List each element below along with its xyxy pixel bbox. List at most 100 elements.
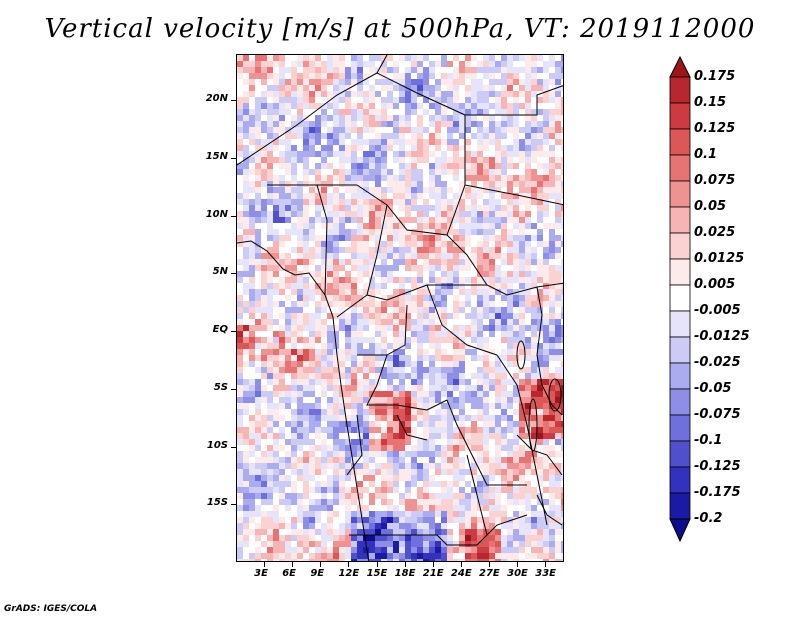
lon-tick <box>376 562 378 567</box>
country-border <box>346 414 363 476</box>
country-border <box>356 184 448 236</box>
colorbar-level-label: -0.175 <box>694 485 741 500</box>
colorbar-segment <box>669 102 691 130</box>
colorbar-level-label: 0.05 <box>694 199 727 214</box>
country-border <box>336 204 388 318</box>
colorbar-segment <box>669 388 691 416</box>
credit-text: GrADS: IGES/COLA <box>4 604 98 614</box>
country-border <box>316 184 328 296</box>
lat-tick-label: 20N <box>205 93 228 105</box>
lat-tick-label: 5S <box>213 381 228 393</box>
lat-tick-label: 10N <box>205 208 228 220</box>
lon-tick-label: 33E <box>535 568 556 579</box>
lat-tick <box>231 100 236 102</box>
lon-tick-label: 6E <box>282 568 297 579</box>
lon-tick <box>292 562 294 567</box>
colorbar-segment <box>669 232 691 260</box>
colorbar-level-label: -0.075 <box>694 407 741 422</box>
colorbar-level-label: -0.0125 <box>694 329 750 344</box>
lon-tick-label: 3E <box>254 568 268 579</box>
lat-tick <box>231 157 236 159</box>
velocity-field <box>237 55 563 561</box>
country-border <box>536 286 543 386</box>
colorbar-level-label: 0.075 <box>694 173 736 188</box>
colorbar-segment <box>669 206 691 234</box>
colorbar-level-label: -0.2 <box>694 511 723 526</box>
lat-tick <box>231 388 236 390</box>
lon-tick-label: 30E <box>507 568 528 579</box>
country-border <box>357 304 408 356</box>
colorbar-level-label: -0.05 <box>694 381 732 396</box>
country-border <box>237 55 388 166</box>
colorbar-segment <box>669 76 691 104</box>
lake-outline <box>528 398 538 452</box>
colorbar-level-label: 0.0125 <box>694 251 745 266</box>
colorbar-level-label: 0.005 <box>694 277 736 292</box>
country-border <box>446 234 563 296</box>
colorbar-segment <box>669 440 691 468</box>
lat-tick-label: EQ <box>212 324 228 336</box>
lon-tick <box>348 562 350 567</box>
colorbar-segment <box>669 258 691 286</box>
lon-tick <box>460 562 462 567</box>
lat-tick <box>231 215 236 217</box>
colorbar-level-label: -0.125 <box>694 459 741 474</box>
chart-title: Vertical velocity [m/s] at 500hPa, VT: 2… <box>44 14 756 44</box>
lat-tick <box>231 331 236 333</box>
lat-tick-label: 15S <box>206 497 228 509</box>
country-border <box>396 414 428 441</box>
lon-tick-label: 21E <box>422 568 444 579</box>
country-border <box>536 494 563 526</box>
lat-tick-label: 5N <box>212 266 228 278</box>
lat-tick <box>231 504 236 506</box>
map-panel <box>236 54 564 562</box>
lon-tick <box>517 562 519 567</box>
lon-tick-label: 12E <box>338 568 360 579</box>
lat-tick <box>231 446 236 448</box>
lon-tick <box>432 562 434 567</box>
country-border <box>516 434 563 476</box>
lon-tick <box>404 562 406 567</box>
colorbar-segment <box>669 362 691 390</box>
country-border <box>349 514 528 546</box>
lon-tick <box>489 562 491 567</box>
lon-tick <box>320 562 322 567</box>
lon-tick-label: 24E <box>450 568 472 579</box>
lon-tick-label: 15E <box>366 568 388 579</box>
colorbar-segment <box>669 284 691 312</box>
colorbar-level-label: 0.025 <box>694 225 736 240</box>
colorbar-segment <box>669 466 691 494</box>
lat-tick <box>231 273 236 275</box>
colorbar-segment <box>669 154 691 182</box>
colorbar-max-triangle <box>669 55 691 78</box>
colorbar-level-label: 0.125 <box>694 121 736 136</box>
colorbar-level-label: 0.175 <box>694 69 736 84</box>
country-border <box>465 85 563 116</box>
lat-tick-label: 10S <box>206 439 228 451</box>
lake-outline <box>548 378 562 412</box>
colorbar-level-label: 0.1 <box>694 147 718 162</box>
colorbar-segment <box>669 128 691 156</box>
colorbar-level-label: 0.15 <box>694 95 727 110</box>
colorbar-min-triangle <box>669 518 691 543</box>
country-border <box>466 454 488 536</box>
country-border <box>464 184 563 206</box>
lat-tick-label: 15N <box>205 150 228 162</box>
lon-tick <box>545 562 547 567</box>
colorbar <box>669 55 691 543</box>
country-border <box>366 354 448 411</box>
colorbar-segment <box>669 492 691 520</box>
country-border <box>426 284 498 356</box>
country-border <box>541 384 563 416</box>
lake-outline <box>516 340 526 370</box>
colorbar-segment <box>669 310 691 338</box>
colorbar-segment <box>669 180 691 208</box>
colorbar-segment <box>669 336 691 364</box>
lon-tick <box>264 562 266 567</box>
country-border <box>496 354 548 526</box>
lon-tick-label: 9E <box>310 568 325 579</box>
colorbar-level-label: -0.1 <box>694 433 723 448</box>
lon-tick-label: 27E <box>479 568 500 579</box>
colorbar-level-label: -0.005 <box>694 303 741 318</box>
colorbar-segment <box>669 414 691 442</box>
